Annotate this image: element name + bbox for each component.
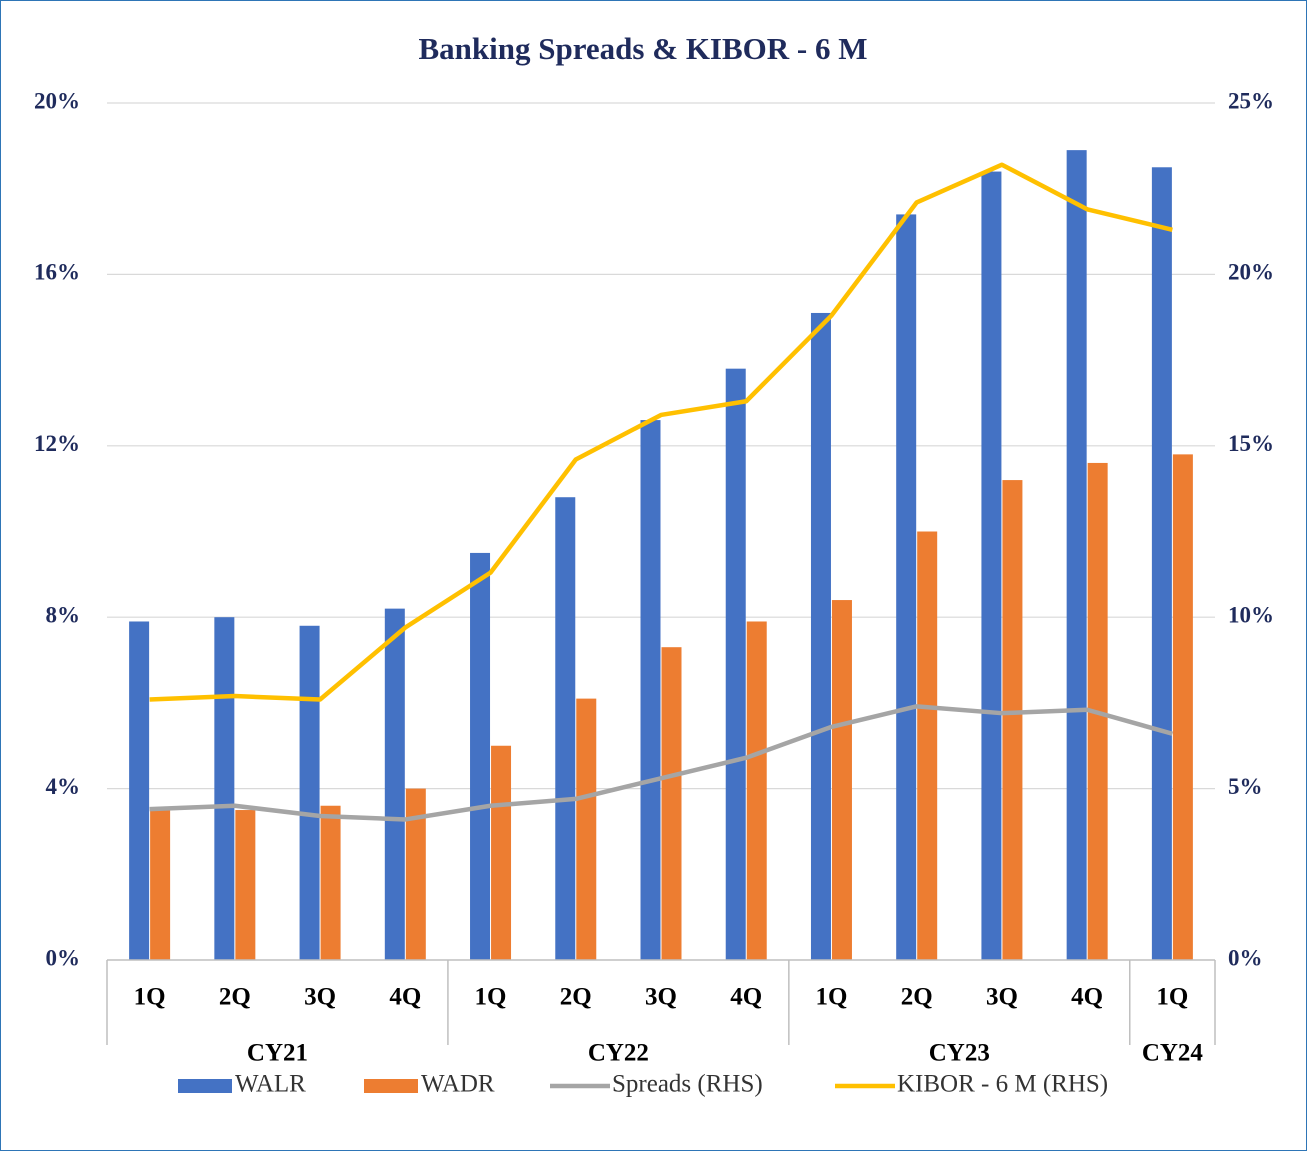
- legend-label: WALR: [235, 1071, 306, 1098]
- y-tick-label: 16%: [34, 260, 80, 285]
- group-label: CY22: [588, 1040, 649, 1067]
- legend-swatch: [178, 1079, 232, 1093]
- legend-label: Spreads (RHS): [612, 1071, 763, 1098]
- bar: [491, 745, 512, 960]
- y2-tick-label: 0%: [1228, 945, 1263, 970]
- x-tick-label: 4Q: [1071, 984, 1103, 1011]
- bar: [405, 788, 426, 960]
- line-series: [149, 704, 1173, 822]
- y-tick-label: 4%: [46, 774, 81, 799]
- x-tick-label: 3Q: [986, 984, 1018, 1011]
- bar: [235, 810, 256, 960]
- bar: [1172, 454, 1193, 960]
- y-tick-label: 0%: [46, 945, 81, 970]
- bar: [661, 647, 682, 960]
- x-tick-label: 2Q: [560, 984, 592, 1011]
- group-label: CY23: [929, 1040, 990, 1067]
- chart-title: Banking Spreads & KIBOR - 6 M: [418, 31, 867, 66]
- bar: [831, 600, 852, 960]
- y-tick-label: 8%: [46, 602, 81, 627]
- x-tick-label: 4Q: [389, 984, 421, 1011]
- x-tick-label: 2Q: [219, 984, 251, 1011]
- x-tick-label: 1Q: [1156, 984, 1188, 1011]
- bar: [129, 621, 150, 960]
- bar: [917, 531, 938, 960]
- bar: [896, 214, 917, 960]
- bar: [1066, 150, 1087, 960]
- legend-swatch: [364, 1079, 418, 1093]
- bar: [150, 810, 171, 960]
- bar: [810, 312, 831, 961]
- x-tick-label: 1Q: [475, 984, 507, 1011]
- bar: [725, 368, 746, 960]
- bar: [1002, 480, 1023, 960]
- bar: [576, 698, 597, 960]
- y2-tick-label: 20%: [1228, 260, 1274, 285]
- bar: [384, 608, 405, 960]
- bar: [640, 420, 661, 961]
- x-tick-label: 3Q: [645, 984, 677, 1011]
- x-tick-label: 3Q: [304, 984, 336, 1011]
- x-tick-label: 2Q: [901, 984, 933, 1011]
- y2-tick-label: 25%: [1228, 88, 1274, 113]
- line-series: [149, 162, 1173, 702]
- group-label: CY21: [247, 1040, 308, 1067]
- x-tick-label: 1Q: [815, 984, 847, 1011]
- bar: [1151, 167, 1172, 960]
- y2-tick-label: 10%: [1228, 602, 1274, 627]
- bar: [555, 497, 576, 960]
- y-tick-label: 20%: [34, 88, 80, 113]
- bar: [299, 625, 320, 960]
- bar: [214, 617, 235, 960]
- x-tick-label: 1Q: [134, 984, 166, 1011]
- y2-tick-label: 15%: [1228, 431, 1274, 456]
- y-tick-label: 12%: [34, 431, 80, 456]
- bar: [746, 621, 767, 960]
- y2-tick-label: 5%: [1228, 774, 1263, 799]
- bar: [470, 552, 491, 960]
- legend-label: KIBOR - 6 M (RHS): [897, 1071, 1108, 1098]
- bar: [981, 171, 1002, 960]
- legend-label: WADR: [421, 1071, 495, 1098]
- x-tick-label: 4Q: [730, 984, 762, 1011]
- bar: [320, 805, 341, 960]
- group-label: CY24: [1142, 1040, 1204, 1067]
